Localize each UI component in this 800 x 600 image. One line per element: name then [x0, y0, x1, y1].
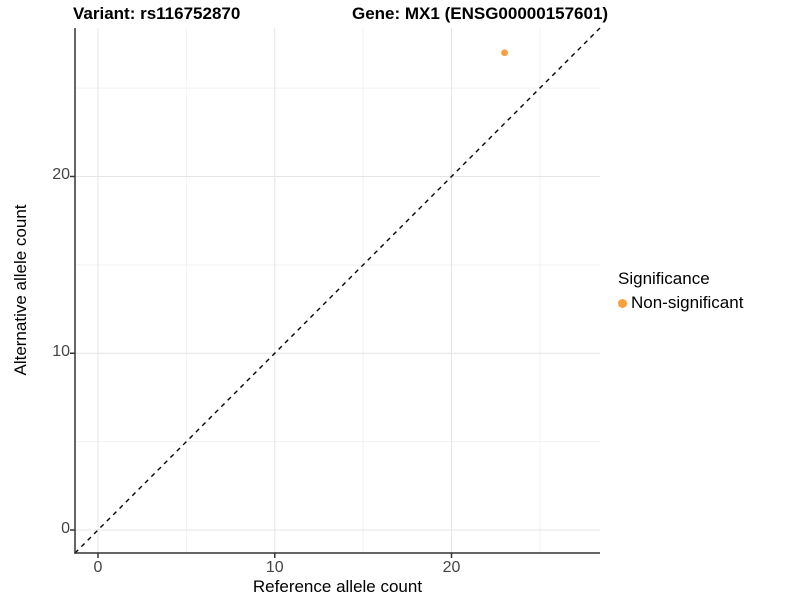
x-axis-title: Reference allele count: [252, 577, 423, 596]
legend-entry-label: Non-significant: [631, 293, 744, 312]
variant-title: Variant: rs116752870: [73, 4, 241, 23]
y-axis-title: Alternative allele count: [11, 204, 30, 376]
x-tick-label: 0: [93, 559, 103, 576]
y-tick-label: 10: [52, 343, 70, 361]
y-tick-label: 0: [61, 520, 70, 538]
data-point: [501, 49, 508, 57]
legend-title: Significance: [618, 269, 710, 288]
x-tick-label: 10: [265, 559, 284, 576]
gene-title: Gene: MX1 (ENSG00000157601): [352, 4, 609, 23]
legend: Significance Non-significant: [618, 269, 743, 313]
y-tick-label: 20: [52, 166, 70, 184]
legend-entry: Non-significant: [618, 293, 743, 313]
x-tick-label: 20: [442, 559, 461, 576]
legend-point-icon: [618, 298, 627, 308]
identity-line: [74, 27, 601, 554]
